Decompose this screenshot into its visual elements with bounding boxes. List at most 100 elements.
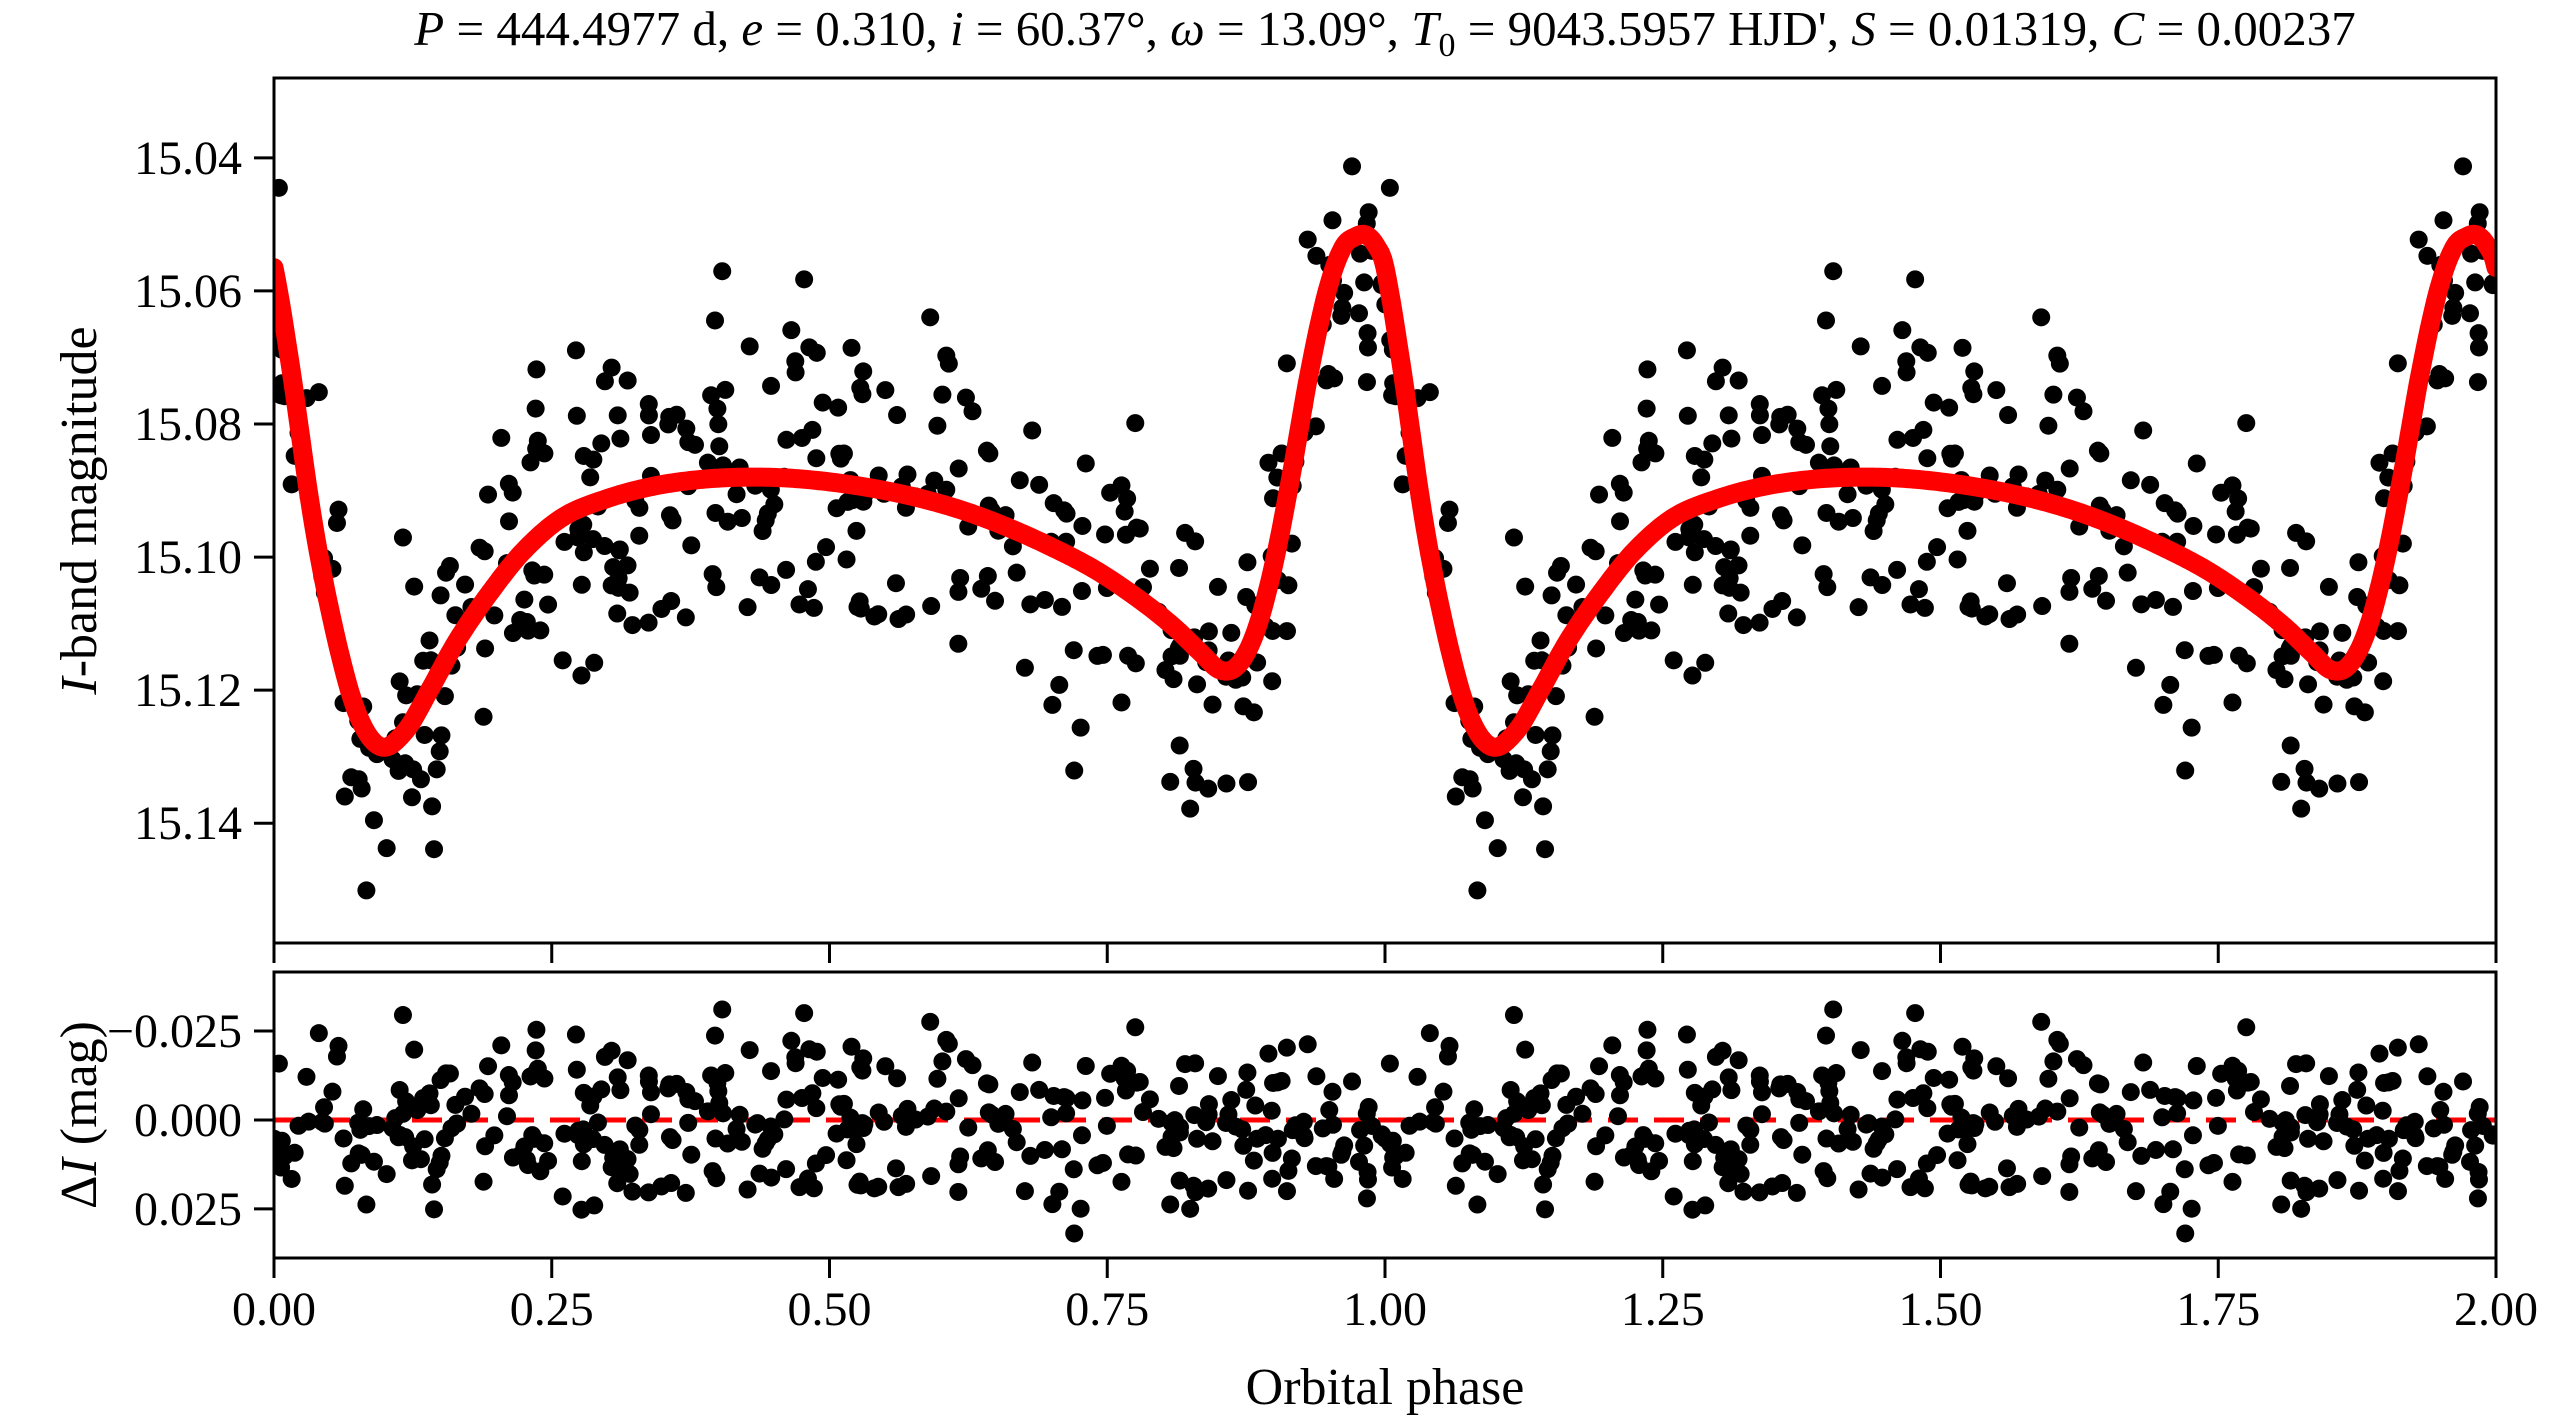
x-tick-label: 0.25 [510, 1283, 594, 1336]
data-point [2319, 577, 2338, 596]
data-point [830, 444, 849, 463]
residual-point [949, 1155, 968, 1174]
data-point [610, 541, 629, 560]
data-point [1590, 485, 1609, 504]
data-point [949, 634, 968, 653]
residual-point [2090, 1103, 2109, 1122]
residual-point [730, 1105, 749, 1124]
data-point [1164, 670, 1183, 689]
data-point [698, 453, 717, 472]
data-point [608, 604, 627, 623]
residual-point [1603, 1036, 1622, 1055]
residual-point [1446, 1176, 1465, 1195]
residual-point [553, 1187, 572, 1206]
data-point [2126, 658, 2145, 677]
residual-point [1940, 1070, 1959, 1089]
residual-point [1911, 1040, 1930, 1059]
residual-point [402, 1151, 421, 1170]
residual-point [492, 1036, 511, 1055]
data-point [527, 360, 546, 379]
residual-point [1771, 1075, 1790, 1094]
residual-point [1849, 1180, 1868, 1199]
residual-point [1719, 1174, 1738, 1193]
residual-point [1771, 1128, 1790, 1147]
y-axis-label-main-segment: -band magnitude [51, 326, 108, 677]
data-point [1719, 406, 1738, 425]
data-point [1731, 583, 1750, 602]
residual-point [1573, 1104, 1592, 1123]
residual-point [1064, 1160, 1083, 1179]
residual-point [1239, 1181, 1258, 1200]
data-point [949, 582, 968, 601]
data-point [390, 672, 409, 691]
residual-point [390, 1081, 409, 1100]
residual-point [1170, 1076, 1189, 1095]
data-point [618, 556, 637, 575]
y-tick-label-main: 15.04 [134, 132, 242, 185]
data-point [595, 372, 614, 391]
data-point [377, 839, 396, 858]
data-point [1306, 417, 1325, 436]
residual-point [2409, 1035, 2428, 1054]
residual-point [786, 1054, 805, 1073]
data-point [1678, 406, 1697, 425]
residual-point [1750, 1066, 1769, 1085]
residual-point [847, 1135, 866, 1154]
residual-point [1964, 1061, 1983, 1080]
data-point [1909, 580, 1928, 599]
residual-point [2388, 1182, 2407, 1201]
residual-point [1581, 1079, 1600, 1098]
chart-title-segment: = 0.01319, [1876, 1, 2112, 56]
data-point [1821, 437, 1840, 456]
data-point [1343, 157, 1362, 176]
residual-point [585, 1196, 604, 1215]
residual-point [892, 1106, 911, 1125]
data-point [435, 687, 454, 706]
residual-point [423, 1175, 442, 1194]
data-point [1093, 645, 1112, 664]
data-point [2132, 595, 2151, 614]
x-tick-label: 0.00 [232, 1283, 316, 1336]
residual-point [1050, 1182, 1069, 1201]
residual-point [1325, 1169, 1344, 1188]
data-point [1567, 575, 1586, 594]
residual-point [1501, 1081, 1520, 1100]
data-point [1611, 512, 1630, 531]
residual-point [807, 1099, 826, 1118]
residual-point [1057, 1104, 1076, 1123]
data-point [1500, 761, 1519, 780]
residual-point [1096, 1088, 1115, 1107]
data-point [1140, 559, 1159, 578]
data-point [2469, 324, 2488, 343]
residual-point [2348, 1080, 2367, 1099]
residual-point [1813, 1066, 1832, 1085]
data-point [2089, 567, 2108, 586]
residual-point [2310, 1095, 2329, 1114]
residual-point [1335, 1136, 1354, 1155]
data-point [609, 569, 628, 588]
data-point [1208, 577, 1227, 596]
data-point [2350, 773, 2369, 792]
data-point [357, 881, 376, 900]
residual-point [315, 1114, 334, 1133]
data-point [897, 605, 916, 624]
data-point [800, 338, 819, 357]
residual-point [2373, 1101, 2392, 1120]
residual-point [922, 1167, 941, 1186]
residual-point [853, 1061, 872, 1080]
data-point [738, 598, 757, 617]
data-point [1126, 654, 1145, 673]
residual-point [618, 1051, 637, 1070]
data-point [1358, 338, 1377, 357]
data-point [1184, 759, 1203, 778]
residual-point [447, 1114, 466, 1133]
data-point [1170, 736, 1189, 755]
residual-point [660, 1128, 679, 1147]
data-point [1741, 526, 1760, 545]
residual-point [425, 1200, 444, 1219]
residual-point [1133, 1103, 1152, 1122]
data-point [2462, 244, 2481, 263]
residual-point [1112, 1056, 1131, 1075]
data-point [1965, 492, 1984, 511]
data-point [1064, 641, 1083, 660]
